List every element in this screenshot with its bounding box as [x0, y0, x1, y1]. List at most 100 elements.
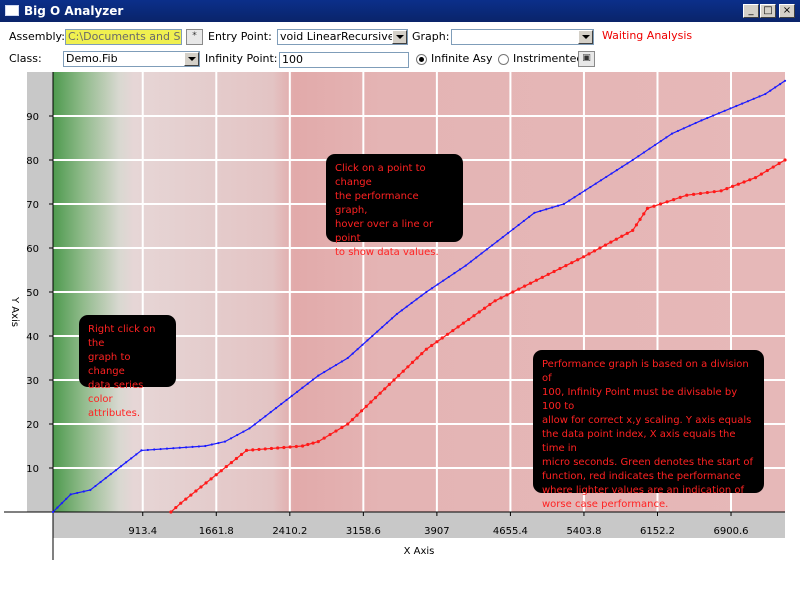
data-point[interactable] — [783, 158, 787, 162]
data-point[interactable] — [219, 469, 223, 473]
data-point[interactable] — [435, 340, 439, 344]
data-point[interactable] — [395, 312, 398, 316]
data-point[interactable] — [189, 493, 193, 497]
data-point[interactable] — [360, 409, 364, 413]
data-point[interactable] — [135, 453, 138, 456]
data-point[interactable] — [546, 272, 550, 276]
data-point[interactable] — [464, 264, 467, 267]
data-point[interactable] — [99, 480, 102, 484]
data-point[interactable] — [217, 441, 220, 445]
data-point[interactable] — [316, 440, 320, 444]
data-point[interactable] — [425, 290, 428, 294]
data-point[interactable] — [114, 469, 117, 472]
data-point[interactable] — [436, 283, 439, 286]
class-dropdown[interactable]: Demo.Fib — [63, 51, 200, 67]
data-point[interactable] — [491, 244, 494, 247]
data-point[interactable] — [234, 456, 239, 461]
data-point[interactable] — [753, 176, 758, 180]
data-point[interactable] — [306, 442, 310, 447]
data-point[interactable] — [178, 446, 181, 449]
data-point[interactable] — [725, 187, 729, 191]
data-point[interactable] — [420, 352, 424, 356]
data-point[interactable] — [229, 437, 233, 440]
data-point[interactable] — [769, 89, 772, 92]
data-point[interactable] — [659, 140, 662, 143]
data-point[interactable] — [172, 447, 175, 450]
data-point[interactable] — [637, 155, 640, 158]
data-point[interactable] — [204, 444, 207, 448]
data-point[interactable] — [346, 356, 349, 360]
data-point[interactable] — [717, 112, 721, 115]
data-point[interactable] — [558, 266, 562, 271]
data-point[interactable] — [533, 211, 536, 214]
data-point[interactable] — [759, 172, 764, 176]
data-point[interactable] — [282, 445, 286, 450]
data-point[interactable] — [94, 484, 97, 488]
run-analysis-button[interactable]: ▣ — [578, 51, 595, 67]
data-point[interactable] — [296, 390, 299, 393]
data-point[interactable] — [676, 129, 680, 133]
data-point[interactable] — [420, 294, 423, 297]
data-point[interactable] — [456, 325, 460, 329]
data-point[interactable] — [688, 124, 691, 127]
data-point[interactable] — [340, 425, 344, 430]
data-point[interactable] — [752, 97, 755, 100]
data-point[interactable] — [705, 190, 709, 195]
data-point[interactable] — [214, 473, 218, 477]
instrumented-radio[interactable] — [498, 54, 509, 65]
data-point[interactable] — [361, 343, 364, 346]
data-point[interactable] — [415, 298, 418, 301]
data-point[interactable] — [191, 445, 194, 448]
data-point[interactable] — [512, 227, 515, 231]
data-point[interactable] — [397, 374, 401, 378]
entry-point-dropdown[interactable]: void LinearRecursiveF — [277, 29, 408, 45]
data-point[interactable] — [698, 191, 703, 196]
data-point[interactable] — [383, 387, 387, 391]
data-point[interactable] — [706, 116, 709, 120]
data-point[interactable] — [568, 199, 571, 202]
data-point[interactable] — [410, 360, 415, 364]
data-point[interactable] — [592, 249, 597, 253]
data-point[interactable] — [453, 272, 456, 275]
data-point[interactable] — [482, 306, 487, 310]
data-point[interactable] — [199, 485, 203, 489]
data-point[interactable] — [723, 109, 726, 112]
data-point[interactable] — [765, 168, 769, 173]
data-point[interactable] — [356, 348, 359, 351]
data-point[interactable] — [642, 212, 646, 216]
data-point[interactable] — [194, 489, 198, 493]
data-point[interactable] — [179, 501, 183, 505]
data-point[interactable] — [169, 510, 173, 514]
data-point[interactable] — [410, 301, 413, 305]
data-point[interactable] — [523, 284, 527, 288]
data-point[interactable] — [371, 334, 374, 338]
data-point[interactable] — [562, 202, 566, 206]
data-point[interactable] — [322, 436, 326, 440]
data-point[interactable] — [440, 336, 444, 340]
data-point[interactable] — [711, 114, 715, 117]
data-point[interactable] — [488, 302, 492, 307]
data-point[interactable] — [658, 202, 663, 206]
data-point[interactable] — [645, 206, 650, 210]
data-point[interactable] — [719, 189, 723, 193]
data-point[interactable] — [700, 119, 703, 122]
data-point[interactable] — [334, 363, 338, 367]
data-point[interactable] — [777, 161, 781, 166]
data-point[interactable] — [385, 321, 389, 324]
data-point[interactable] — [288, 445, 292, 449]
data-point[interactable] — [376, 330, 379, 333]
data-point[interactable] — [269, 446, 274, 451]
data-point[interactable] — [603, 243, 608, 247]
data-series[interactable] — [51, 79, 787, 514]
data-point[interactable] — [564, 264, 568, 268]
data-point[interactable] — [82, 490, 85, 493]
data-point[interactable] — [210, 443, 213, 446]
data-point[interactable] — [334, 429, 338, 433]
data-point[interactable] — [51, 510, 55, 514]
data-point[interactable] — [583, 189, 587, 192]
data-point[interactable] — [475, 256, 478, 259]
data-point[interactable] — [774, 86, 777, 89]
data-point[interactable] — [581, 255, 586, 259]
data-point[interactable] — [378, 391, 382, 395]
data-point[interactable] — [729, 107, 732, 110]
